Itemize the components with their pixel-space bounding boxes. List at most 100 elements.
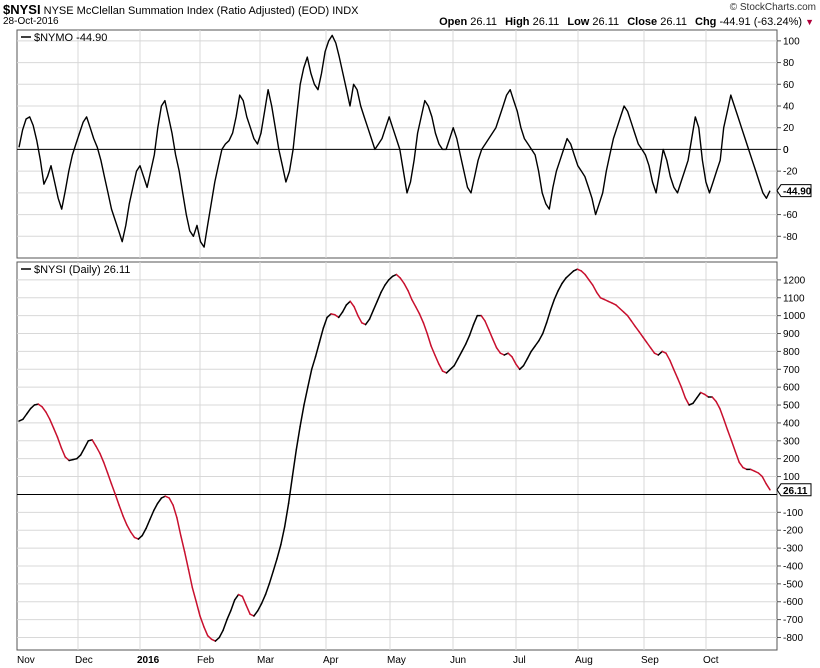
nysi-segment <box>153 502 159 512</box>
nysi-segment <box>445 368 452 374</box>
nysi-segment <box>257 602 263 612</box>
nysi-segment <box>357 314 363 324</box>
nysi-segment <box>180 534 186 553</box>
nysi-segment <box>295 425 301 451</box>
down-arrow-icon: ▼ <box>805 17 814 27</box>
nysi-segment <box>422 322 428 335</box>
nysi-segment <box>384 279 390 286</box>
nysi-segment <box>126 524 132 533</box>
nysi-segment <box>711 396 717 403</box>
nysi-segment <box>91 439 97 447</box>
nysi-segment <box>411 298 417 308</box>
nysi-segment <box>588 279 594 286</box>
nysi-segment <box>696 391 702 399</box>
nysi-segment <box>49 418 55 430</box>
nysi-segment <box>403 282 409 292</box>
y-tick-label: -20 <box>783 167 798 178</box>
nysi-segment <box>684 397 690 406</box>
nysi-segment <box>353 305 359 317</box>
x-tick-label: Jun <box>450 655 466 666</box>
nysi-segment <box>449 364 455 371</box>
last-value-marker <box>776 483 812 497</box>
x-tick-label: Aug <box>575 655 593 666</box>
y-tick-label: 200 <box>783 454 800 465</box>
y-tick-label: -700 <box>783 615 803 626</box>
nysi-segment <box>287 475 294 505</box>
legend-label: $NYSI (Daily) 26.11 <box>34 264 130 276</box>
nysi-segment <box>118 504 124 517</box>
y-tick-label: -800 <box>783 633 803 644</box>
nysi-segment <box>25 407 32 415</box>
nysi-segment <box>322 316 328 329</box>
nysi-segment <box>565 273 571 279</box>
nysi-segment <box>106 472 113 485</box>
nysi-segment <box>553 289 559 301</box>
nysi-segment <box>418 313 425 324</box>
nysi-segment <box>491 338 498 349</box>
nysi-segment <box>41 406 47 413</box>
nymo-line <box>18 34 771 248</box>
nysi-segment <box>245 604 251 615</box>
y-tick-label: 1200 <box>783 275 806 286</box>
chg-value: -44.91 (-63.24%) <box>719 16 803 28</box>
nysi-segment <box>619 307 625 313</box>
nysi-segment <box>669 359 675 371</box>
y-tick-label: 900 <box>783 329 800 340</box>
nysi-segment <box>368 309 375 320</box>
open-value: 26.11 <box>470 16 497 28</box>
nysi-segment <box>526 350 532 360</box>
nysi-segment <box>218 629 224 639</box>
nysi-segment <box>407 289 413 301</box>
nysi-segment <box>60 447 66 458</box>
nysi-segment <box>515 363 521 371</box>
nysi-segment <box>318 327 325 344</box>
nysi-segment <box>561 277 567 285</box>
y-tick-label: -500 <box>783 579 803 590</box>
nysi-segment <box>615 304 621 310</box>
nysi-segment <box>380 284 386 294</box>
nysi-segment <box>149 509 155 521</box>
nysi-segment <box>484 320 490 331</box>
y-tick-label: 600 <box>783 383 800 394</box>
nysi-segment <box>557 282 563 292</box>
panel-2: 1200 1100 1000 900 800 700 600 500 400 300 200 100 -… <box>17 262 812 650</box>
x-tick-label: Nov <box>17 655 35 666</box>
x-tick-label: Jul <box>513 655 526 666</box>
nysi-segment <box>341 304 348 313</box>
nysi-segment <box>291 448 298 478</box>
x-tick-label: 2016 <box>137 655 160 666</box>
nysi-segment <box>272 558 278 573</box>
nysi-segment <box>99 452 105 464</box>
nysi-segment <box>568 270 575 276</box>
last-value-label: -44.90 <box>783 187 812 198</box>
nysi-segment <box>649 347 656 354</box>
nysi-segment <box>191 586 197 603</box>
nysi-segment <box>52 427 59 438</box>
nysi-segment <box>630 320 636 328</box>
nysi-segment <box>226 609 232 621</box>
open-label: Open <box>439 16 468 28</box>
chg-label: Chg <box>695 16 717 28</box>
y-tick-label: -80 <box>783 232 798 243</box>
nysi-segment <box>349 300 355 308</box>
nysi-segment <box>399 277 405 285</box>
nysi-segment <box>453 357 459 367</box>
y-tick-label: 80 <box>783 58 795 69</box>
nysi-segment <box>326 313 332 319</box>
nysi-segment <box>172 504 178 519</box>
nysi-segment <box>199 615 205 628</box>
nysi-segment <box>303 386 309 406</box>
nysi-segment <box>337 311 344 319</box>
chart-date: 28-Oct-2016 <box>3 16 59 27</box>
y-tick-label: -600 <box>783 597 803 608</box>
last-value-label: 26.11 <box>783 486 808 497</box>
x-tick-label: Oct <box>703 655 719 666</box>
nysi-segment <box>468 323 475 337</box>
nysi-segment <box>276 543 282 560</box>
y-tick-label: 60 <box>783 80 795 91</box>
nysi-segment <box>545 309 552 324</box>
nysi-segment <box>168 497 174 506</box>
nysi-segment <box>472 314 479 326</box>
nysi-segment <box>657 350 663 356</box>
